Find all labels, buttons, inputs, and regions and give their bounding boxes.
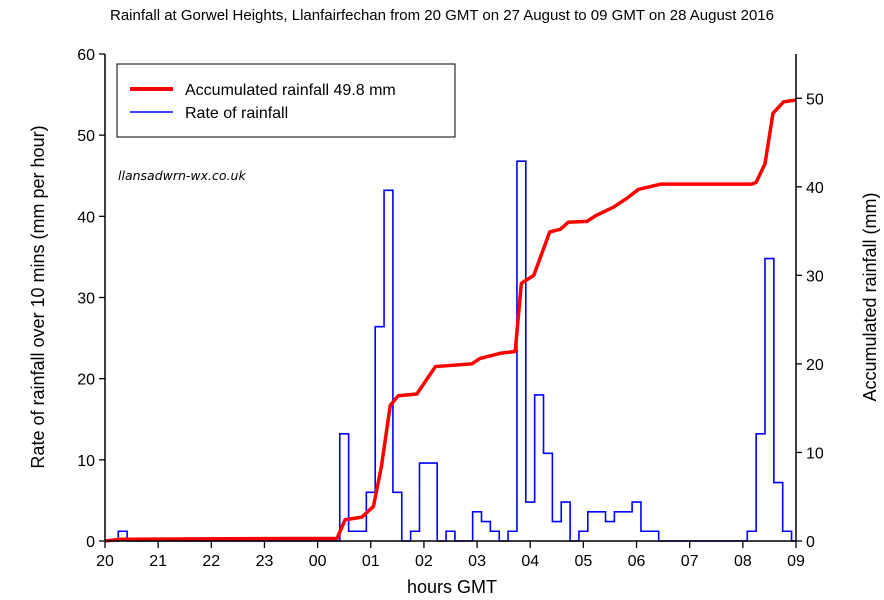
x-tick-label: 06: [628, 553, 646, 570]
rate-bar-0150: [411, 531, 420, 541]
left-y-tick-label: 30: [77, 291, 95, 308]
legend-label-accumulated: Accumulated rainfall 49.8 mm: [185, 82, 396, 99]
rate-bar-0230: [446, 531, 455, 541]
rate-bar-0850: [783, 531, 792, 541]
left-y-tick-label: 10: [77, 453, 95, 470]
rate-bar-0830: [765, 259, 774, 541]
accumulated-rainfall-series: [104, 98, 797, 543]
rate-bar-0610: [641, 531, 650, 541]
rate-bar-0820: [756, 434, 765, 541]
x-tick-label: 03: [468, 553, 486, 570]
x-tick-label: 07: [681, 553, 699, 570]
rate-bar-0050: [357, 531, 366, 541]
x-tick-label: 08: [734, 553, 752, 570]
rate-bar-0420: [544, 453, 553, 541]
rate-bar-0350: [517, 161, 526, 541]
rate-bar-0540: [614, 512, 623, 541]
x-tick-label: 05: [574, 553, 592, 570]
left-y-tick-label: 0: [86, 534, 95, 551]
x-tick-label: 04: [521, 553, 539, 570]
rate-bar-0340: [508, 531, 517, 541]
chart-title: Rainfall at Gorwel Heights, Llanfairfech…: [110, 7, 774, 24]
x-tick-label: 20: [96, 553, 114, 570]
rate-bar-0500: [579, 531, 588, 541]
right-y-tick-label: 30: [806, 268, 824, 285]
rate-bar-0440: [561, 502, 570, 541]
right-y-tick-label: 10: [806, 445, 824, 462]
left-y-tick-label: 50: [77, 128, 95, 145]
right-y-tick-label: 20: [806, 357, 824, 374]
rate-bar-0300: [473, 512, 482, 541]
rate-bar-0510: [588, 512, 597, 541]
x-tick-label: 02: [415, 553, 433, 570]
rate-bar-0840: [774, 483, 783, 541]
rate-bar-0600: [632, 502, 641, 541]
left-y-tick-label: 40: [77, 209, 95, 226]
legend-box: [116, 63, 456, 138]
watermark: llansadwrn-wx.co.uk: [118, 168, 246, 183]
rate-bar-0200: [419, 463, 428, 541]
rate-bar-0120: [384, 190, 393, 541]
rate-bar-0320: [490, 531, 499, 541]
rate-of-rainfall-series: [105, 160, 796, 542]
right-y-tick-label: 50: [806, 91, 824, 108]
right-y-tick-label: 0: [806, 534, 815, 551]
left-y-tick-label: 60: [77, 47, 95, 64]
x-tick-label: 01: [362, 553, 380, 570]
rate-bar-0130: [393, 492, 402, 541]
rate-bar-0430: [552, 522, 561, 541]
rate-bar-0310: [482, 522, 491, 541]
x-tick-label: 21: [149, 553, 167, 570]
x-axis-title: hours GMT: [407, 577, 497, 597]
rate-bar-0530: [606, 522, 615, 541]
left-y-tick-label: 20: [77, 372, 95, 389]
right-y-axis-title: Accumulated rainfall (mm): [860, 192, 880, 401]
rate-bar-0110: [375, 327, 384, 541]
rate-bar-0520: [597, 512, 606, 541]
x-tick-label: 23: [256, 553, 274, 570]
x-tick-label: 00: [309, 553, 327, 570]
x-tick-label: 09: [787, 553, 805, 570]
legend: Accumulated rainfall 49.8 mm Rate of rai…: [116, 63, 456, 138]
left-y-axis-title: Rate of rainfall over 10 mins (mm per ho…: [28, 125, 48, 468]
right-y-tick-label: 40: [806, 180, 824, 197]
rate-bar-0410: [535, 395, 544, 541]
rate-bar-0040: [349, 531, 358, 541]
x-tick-label: 22: [202, 553, 220, 570]
rate-bar-0210: [428, 463, 437, 541]
rate-bar-0400: [526, 502, 535, 541]
legend-label-rate: Rate of rainfall: [185, 105, 288, 122]
rate-bar-0550: [623, 512, 632, 541]
rate-bar-0810: [747, 531, 756, 541]
rate-bar-0620: [650, 531, 659, 541]
